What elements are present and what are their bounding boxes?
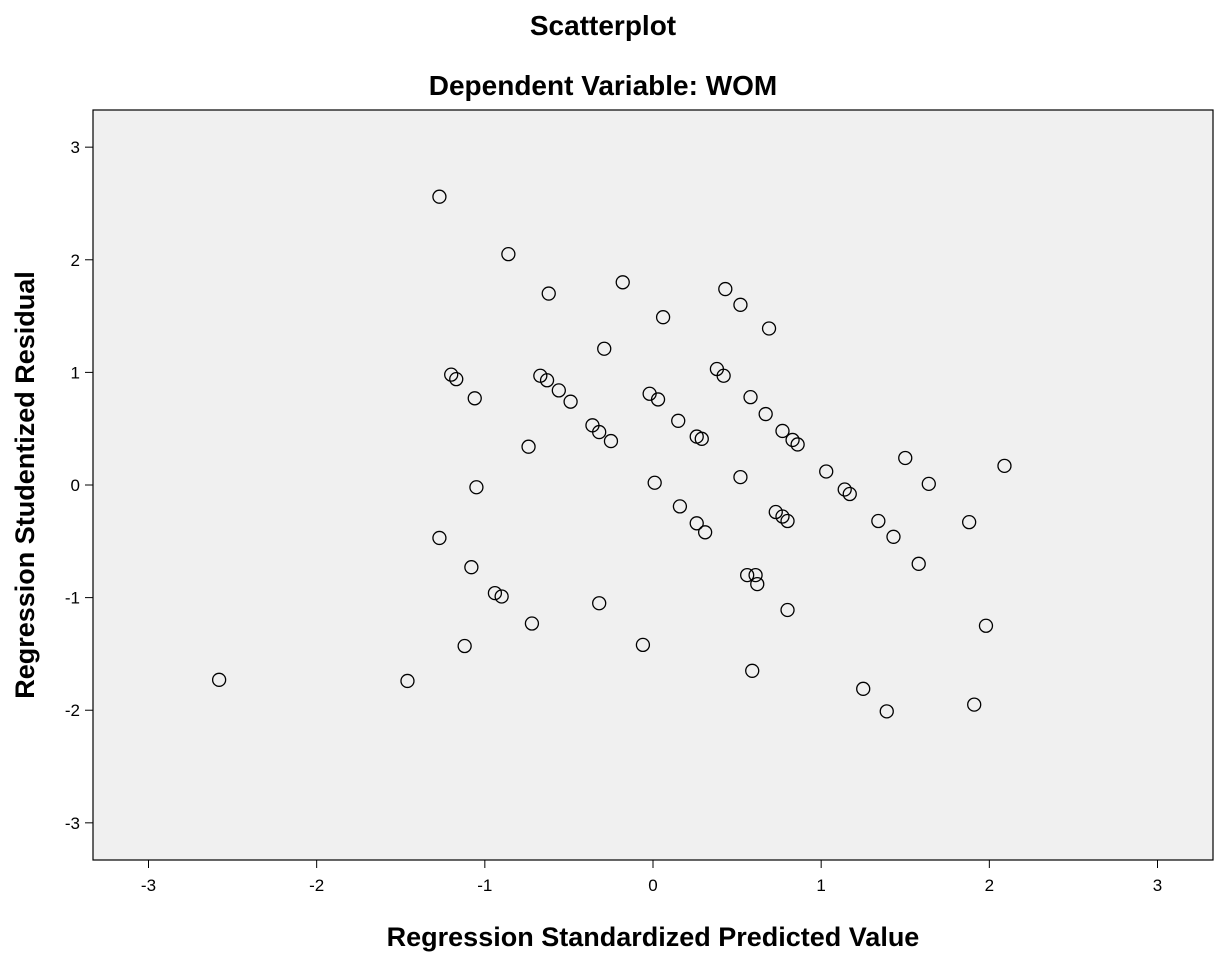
scatter-point bbox=[775, 509, 790, 524]
x-tick-label: 0 bbox=[648, 876, 657, 895]
scatter-point bbox=[758, 406, 773, 422]
scatter-point bbox=[541, 286, 556, 301]
scatter-point bbox=[671, 413, 686, 428]
scatter-point bbox=[650, 392, 666, 407]
scatter-point bbox=[432, 530, 447, 546]
scatter-point bbox=[647, 475, 662, 490]
x-tick-label: 2 bbox=[985, 876, 994, 895]
scatter-point bbox=[856, 681, 871, 696]
scatter-point bbox=[997, 458, 1012, 474]
scatter-point bbox=[785, 432, 800, 448]
scatter-point bbox=[733, 297, 748, 312]
x-axis-title: Regression Standardized Predicted Value bbox=[387, 922, 920, 952]
scatter-point bbox=[694, 431, 709, 446]
scatter-point bbox=[879, 704, 894, 719]
chart-subtitle: Dependent Variable: WOM bbox=[429, 70, 778, 101]
x-tick-label: -3 bbox=[141, 876, 156, 895]
y-tick-label: 2 bbox=[71, 251, 80, 270]
y-tick-label: -2 bbox=[65, 701, 80, 720]
scatter-point bbox=[539, 373, 555, 388]
scatter-point bbox=[211, 672, 227, 687]
scatter-point bbox=[819, 464, 834, 479]
scatter-point bbox=[592, 596, 607, 611]
chart-title: Scatterplot bbox=[530, 10, 676, 41]
y-tick-label: -1 bbox=[65, 589, 80, 608]
scatter-point bbox=[780, 602, 795, 618]
y-tick-label: 1 bbox=[71, 363, 80, 382]
scatter-point bbox=[790, 437, 805, 452]
x-tick-label: -2 bbox=[309, 876, 324, 895]
scatter-point bbox=[886, 529, 901, 544]
scatter-point bbox=[871, 513, 886, 529]
scatter-point bbox=[748, 567, 763, 583]
scatter-point bbox=[551, 383, 566, 398]
scatter-point bbox=[837, 482, 852, 497]
y-axis-title: Regression Studentized Residual bbox=[10, 271, 40, 699]
scatter-point bbox=[501, 246, 516, 262]
scatter-point bbox=[761, 321, 777, 336]
x-axis-ticks: -3 -2 -1 0 1 2 3 bbox=[141, 860, 1162, 895]
scatter-point bbox=[603, 433, 619, 449]
scatter-point bbox=[597, 341, 612, 356]
scatter-point bbox=[592, 424, 607, 440]
scatter-point bbox=[978, 618, 994, 633]
y-tick-label: 0 bbox=[71, 476, 80, 495]
scatter-point bbox=[655, 310, 671, 325]
scatter-point bbox=[740, 567, 755, 583]
scatter-point bbox=[464, 560, 479, 575]
scatter-point bbox=[467, 391, 482, 406]
plot-area bbox=[92, 109, 1214, 861]
scatter-point bbox=[400, 673, 415, 689]
scatter-point bbox=[718, 281, 733, 297]
scatter-point bbox=[898, 450, 913, 466]
x-tick-label: -1 bbox=[477, 876, 492, 895]
scatter-point bbox=[672, 499, 688, 514]
data-points bbox=[211, 189, 1012, 719]
y-tick-label: -3 bbox=[65, 814, 80, 833]
scatter-point bbox=[921, 476, 936, 492]
y-axis-ticks: -3 -2 -1 0 1 2 3 bbox=[65, 138, 93, 833]
scatter-point bbox=[615, 275, 630, 290]
x-tick-label: 3 bbox=[1153, 876, 1162, 895]
scatter-point bbox=[716, 368, 731, 383]
scatter-point bbox=[524, 616, 540, 631]
scatter-point bbox=[697, 525, 713, 540]
scatter-point bbox=[743, 390, 758, 405]
scatter-point bbox=[487, 585, 503, 601]
scatter-point bbox=[449, 371, 464, 387]
scatter-point bbox=[432, 189, 447, 204]
scatter-point bbox=[911, 556, 926, 571]
scatter-point bbox=[469, 480, 484, 495]
scatter-point bbox=[962, 515, 977, 530]
scatter-point bbox=[842, 486, 857, 502]
scatter-point bbox=[967, 697, 982, 712]
scatter-point bbox=[635, 637, 651, 653]
scatter-point bbox=[750, 576, 765, 592]
x-tick-label: 1 bbox=[816, 876, 825, 895]
scatter-point bbox=[563, 394, 578, 409]
scatter-point bbox=[457, 638, 472, 654]
scatter-point bbox=[494, 589, 509, 604]
scatter-point bbox=[780, 513, 795, 529]
scatter-point bbox=[775, 423, 790, 439]
y-tick-label: 3 bbox=[71, 138, 80, 157]
scatter-point bbox=[689, 516, 704, 531]
scatter-point bbox=[733, 469, 748, 485]
scatter-point bbox=[745, 663, 760, 678]
scatter-point bbox=[444, 367, 459, 382]
scatter-point bbox=[521, 439, 536, 454]
